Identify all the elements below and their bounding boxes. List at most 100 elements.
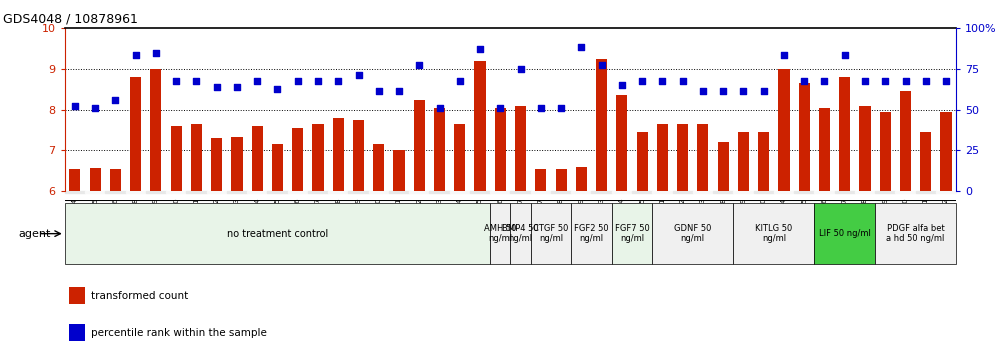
Bar [515, 105, 526, 191]
Point [715, 88, 731, 94]
Bar [879, 112, 890, 191]
Bar [551, 191, 572, 193]
Bar [65, 191, 85, 193]
Point [431, 105, 447, 110]
Bar [656, 124, 668, 191]
Bar [434, 108, 445, 191]
Point [513, 66, 529, 72]
Point [533, 105, 549, 110]
Text: FGF2 50
ng/ml: FGF2 50 ng/ml [574, 224, 609, 243]
Bar [252, 126, 263, 191]
Bar [612, 191, 632, 193]
Point [290, 79, 306, 84]
Bar [733, 203, 815, 264]
Bar [449, 191, 470, 193]
Bar [272, 144, 283, 191]
Point [634, 79, 650, 84]
Text: AMH 50
ng/ml: AMH 50 ng/ml [484, 224, 517, 243]
Bar [632, 191, 652, 193]
Point [654, 79, 670, 84]
Point [492, 105, 508, 110]
Bar [758, 132, 769, 191]
Point [776, 52, 792, 58]
Bar [592, 191, 612, 193]
Bar [150, 69, 161, 191]
Bar [349, 191, 369, 193]
Bar [106, 191, 125, 193]
Point [452, 79, 468, 84]
Bar [130, 77, 141, 191]
Bar [69, 324, 86, 341]
Bar [531, 191, 551, 193]
Bar [815, 191, 835, 193]
Bar [90, 167, 101, 191]
Bar [110, 169, 121, 191]
Bar [353, 120, 365, 191]
Bar [65, 203, 490, 264]
Bar [596, 59, 608, 191]
Bar [413, 99, 425, 191]
Point [594, 62, 610, 68]
Text: BMP4 50
ng/ml: BMP4 50 ng/ml [502, 224, 539, 243]
Bar [292, 128, 304, 191]
Bar [697, 124, 708, 191]
Point [108, 97, 124, 102]
Bar [211, 138, 222, 191]
Text: PDGF alfa bet
a hd 50 ng/ml: PDGF alfa bet a hd 50 ng/ml [886, 224, 945, 243]
Bar [754, 191, 774, 193]
Text: no treatment control: no treatment control [227, 229, 328, 239]
Bar [409, 191, 429, 193]
Bar [186, 191, 206, 193]
Bar [713, 191, 733, 193]
Bar [799, 83, 810, 191]
Bar [819, 108, 830, 191]
Bar [69, 287, 86, 304]
Bar [227, 191, 247, 193]
Point [553, 105, 569, 110]
Point [391, 88, 407, 94]
Point [270, 86, 286, 92]
Point [88, 105, 104, 110]
Bar [672, 191, 693, 193]
Point [897, 79, 913, 84]
Text: KITLG 50
ng/ml: KITLG 50 ng/ml [755, 224, 793, 243]
Bar [860, 105, 871, 191]
Bar [572, 203, 612, 264]
Bar [936, 191, 956, 193]
Bar [855, 191, 875, 193]
Bar [170, 126, 181, 191]
Text: CTGF 50
ng/ml: CTGF 50 ng/ml [533, 224, 569, 243]
Point [229, 85, 245, 90]
Bar [774, 191, 794, 193]
Bar [717, 142, 729, 191]
Bar [895, 191, 915, 193]
Bar [388, 191, 409, 193]
Bar [693, 191, 713, 193]
Bar [369, 191, 388, 193]
Bar [470, 191, 490, 193]
Point [877, 79, 893, 84]
Point [837, 52, 853, 58]
Bar [328, 191, 349, 193]
Bar [191, 124, 202, 191]
Text: agent: agent [18, 229, 51, 239]
Point [411, 62, 427, 68]
Point [127, 52, 143, 58]
Bar [915, 191, 936, 193]
Bar [875, 191, 895, 193]
Bar [166, 191, 186, 193]
Point [249, 79, 265, 84]
Bar [206, 191, 227, 193]
Bar [313, 124, 324, 191]
Point [674, 79, 690, 84]
Bar [125, 191, 145, 193]
Bar [576, 167, 587, 191]
Point [817, 79, 833, 84]
Text: LIF 50 ng/ml: LIF 50 ng/ml [819, 229, 871, 238]
Bar [247, 191, 267, 193]
Bar [900, 91, 911, 191]
Bar [490, 191, 510, 193]
Point [735, 88, 751, 94]
Bar [510, 191, 531, 193]
Bar [333, 118, 344, 191]
